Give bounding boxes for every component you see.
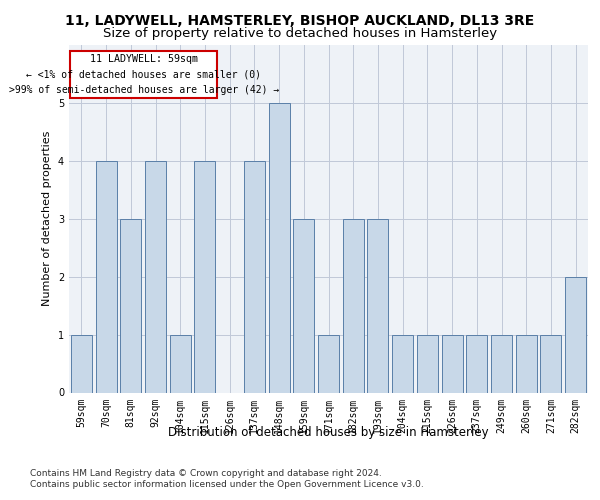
Bar xyxy=(466,334,487,392)
Bar xyxy=(367,219,388,392)
Bar xyxy=(269,103,290,393)
Text: >99% of semi-detached houses are larger (42) →: >99% of semi-detached houses are larger … xyxy=(8,85,279,95)
Bar xyxy=(343,219,364,392)
Bar xyxy=(516,334,537,392)
FancyBboxPatch shape xyxy=(70,51,217,98)
Text: ← <1% of detached houses are smaller (0): ← <1% of detached houses are smaller (0) xyxy=(26,70,261,80)
Bar xyxy=(491,334,512,392)
Bar xyxy=(244,161,265,392)
Bar xyxy=(293,219,314,392)
Text: Distribution of detached houses by size in Hamsterley: Distribution of detached houses by size … xyxy=(169,426,489,439)
Bar xyxy=(541,334,562,392)
Text: Size of property relative to detached houses in Hamsterley: Size of property relative to detached ho… xyxy=(103,28,497,40)
Text: Contains public sector information licensed under the Open Government Licence v3: Contains public sector information licen… xyxy=(30,480,424,489)
Y-axis label: Number of detached properties: Number of detached properties xyxy=(43,131,52,306)
Bar xyxy=(318,334,339,392)
Text: Contains HM Land Registry data © Crown copyright and database right 2024.: Contains HM Land Registry data © Crown c… xyxy=(30,469,382,478)
Bar xyxy=(565,276,586,392)
Text: 11, LADYWELL, HAMSTERLEY, BISHOP AUCKLAND, DL13 3RE: 11, LADYWELL, HAMSTERLEY, BISHOP AUCKLAN… xyxy=(65,14,535,28)
Bar xyxy=(392,334,413,392)
Bar xyxy=(145,161,166,392)
Bar xyxy=(95,161,116,392)
Bar xyxy=(120,219,141,392)
Bar xyxy=(417,334,438,392)
Bar xyxy=(442,334,463,392)
Bar xyxy=(71,334,92,392)
Text: 11 LADYWELL: 59sqm: 11 LADYWELL: 59sqm xyxy=(90,54,198,64)
Bar xyxy=(194,161,215,392)
Bar xyxy=(170,334,191,392)
